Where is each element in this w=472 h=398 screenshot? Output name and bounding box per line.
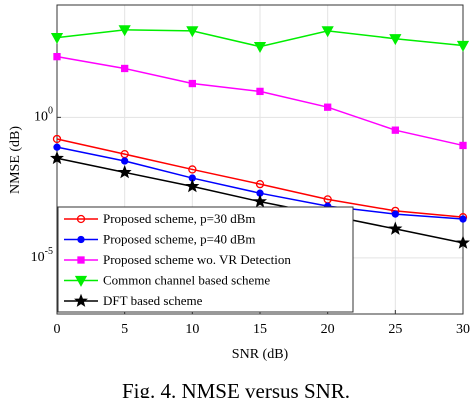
marker (186, 26, 199, 38)
series (53, 143, 467, 223)
legend-label: Common channel based scheme (103, 272, 270, 287)
marker (53, 143, 61, 151)
marker (185, 179, 200, 193)
legend-marker (77, 256, 85, 264)
marker (388, 221, 403, 235)
marker (188, 165, 197, 174)
marker (188, 79, 196, 88)
legend-marker (74, 275, 88, 287)
marker (121, 64, 129, 73)
marker (255, 179, 265, 189)
x-tick-label: 0 (54, 322, 61, 337)
y-axis-label: NMSE (dB) (8, 126, 23, 194)
y-tick-label: 100 (34, 106, 53, 125)
marker (52, 134, 62, 144)
x-tick-label: 25 (388, 322, 402, 337)
marker (391, 210, 399, 218)
legend-marker (74, 293, 88, 307)
marker (117, 165, 132, 179)
marker (53, 52, 61, 61)
x-tick-label: 30 (456, 322, 470, 337)
legend-marker (77, 235, 85, 244)
marker (118, 25, 131, 37)
legend: Proposed scheme, p=30 dBm Proposed scheme… (57, 206, 354, 313)
x-tick-label: 5 (121, 322, 128, 337)
caption: Fig. 4. NMSE versus SNR. (122, 379, 350, 398)
y-tick-label: 10-5 (31, 246, 53, 265)
legend-label: DFT based scheme (103, 293, 203, 308)
x-tick-label: 15 (253, 322, 267, 337)
marker (253, 41, 267, 53)
marker (391, 126, 399, 134)
marker (253, 194, 267, 208)
series (50, 151, 470, 249)
marker (324, 103, 332, 111)
marker (456, 40, 470, 52)
legend-label: Proposed scheme wo. VR Detection (103, 252, 291, 267)
legend-box (57, 206, 354, 313)
marker (50, 151, 64, 165)
legend-label: Proposed scheme, p=40 dBm (103, 231, 255, 246)
marker (389, 34, 402, 46)
x-axis-label: SNR (dB) (232, 347, 289, 362)
marker (456, 235, 470, 249)
legend-marker (76, 214, 86, 224)
x-tick-label: 10 (185, 322, 199, 337)
marker (50, 32, 64, 44)
legend-label: Proposed scheme, p=30 dBm (103, 211, 255, 226)
marker (459, 215, 467, 223)
x-tick-label: 20 (321, 322, 335, 337)
marker (256, 87, 264, 96)
marker (321, 26, 334, 38)
series (53, 52, 467, 150)
series (50, 25, 470, 53)
marker (121, 157, 129, 165)
marker (459, 141, 467, 150)
